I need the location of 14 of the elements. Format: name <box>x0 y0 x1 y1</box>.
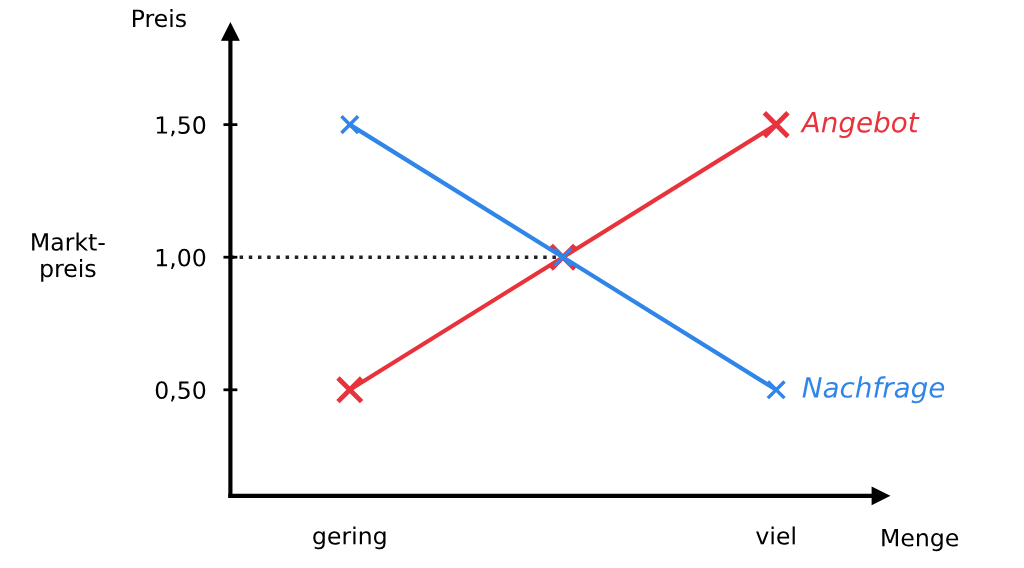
x-axis-title: Menge <box>882 529 959 552</box>
point <box>339 114 360 135</box>
series-label: Nachfrage <box>802 376 945 404</box>
y-tick-label: 1,50 <box>156 116 206 137</box>
y-axis-title: Preis <box>133 8 186 28</box>
point <box>761 110 791 139</box>
point <box>335 375 365 405</box>
x-tick-label: gering <box>313 526 386 550</box>
point <box>766 379 787 400</box>
y-tick-label: 0,50 <box>155 381 206 402</box>
series-label: Angebot <box>800 111 920 139</box>
ref-line-label: Markt- preis <box>32 232 105 282</box>
y-tick-label: 1,00 <box>156 248 206 269</box>
x-tick-label: viel <box>756 526 795 545</box>
